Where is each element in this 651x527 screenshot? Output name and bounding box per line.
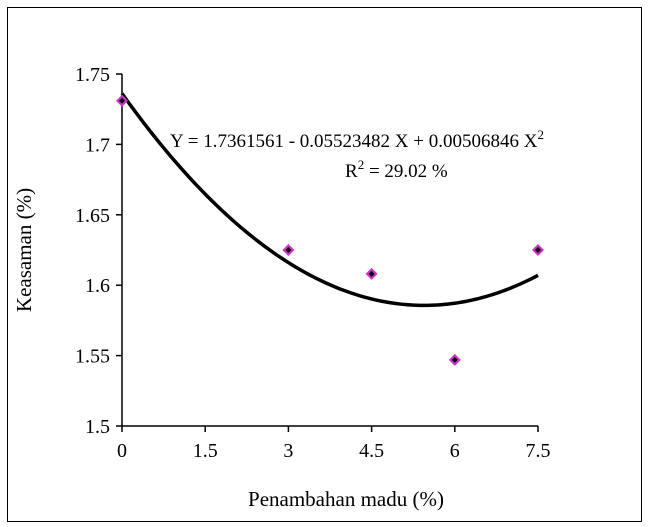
data-point-center: [451, 356, 458, 363]
data-points: [116, 94, 544, 366]
trendline-r2: R2 = 29.02 %: [345, 157, 448, 182]
trendline-equation: Y = 1.7361561 - 0.05523482 X + 0.0050684…: [170, 127, 544, 152]
data-point-center: [285, 247, 292, 253]
data-point: [116, 94, 128, 107]
chart-frame: [7, 7, 642, 522]
x-tick-label: 7.5: [526, 440, 551, 462]
data-point: [532, 244, 544, 256]
x-tick-label: 0: [117, 440, 127, 462]
data-point: [448, 353, 461, 366]
data-point: [282, 244, 295, 256]
data-point: [365, 267, 378, 280]
y-tick-label: 1.7: [85, 134, 110, 156]
data-point-center: [119, 97, 125, 104]
data-point-center: [535, 247, 541, 253]
y-tick-label: 1.6: [85, 275, 110, 297]
x-tick-label: 3: [283, 440, 293, 462]
x-tick-label: 6: [450, 440, 460, 462]
x-tick-label: 1.5: [193, 440, 218, 462]
x-ticks: 0 1.5 3 4.5 6 7.5: [117, 426, 551, 462]
x-tick-label: 4.5: [359, 440, 384, 462]
data-point-center: [368, 270, 375, 277]
x-axis-title: Penambahan madu (%): [248, 487, 444, 511]
y-axis-title: Keasaman (%): [12, 188, 36, 312]
axes: [121, 74, 538, 427]
y-tick-label: 1.65: [75, 205, 110, 227]
y-tick-label: 1.75: [75, 64, 110, 86]
trendline-curve: [120, 92, 539, 308]
y-tick-label: 1.5: [85, 416, 110, 438]
y-tick-label: 1.55: [75, 346, 110, 368]
y-ticks: 1.5 1.55 1.6 1.65 1.7 1.75: [75, 64, 122, 438]
